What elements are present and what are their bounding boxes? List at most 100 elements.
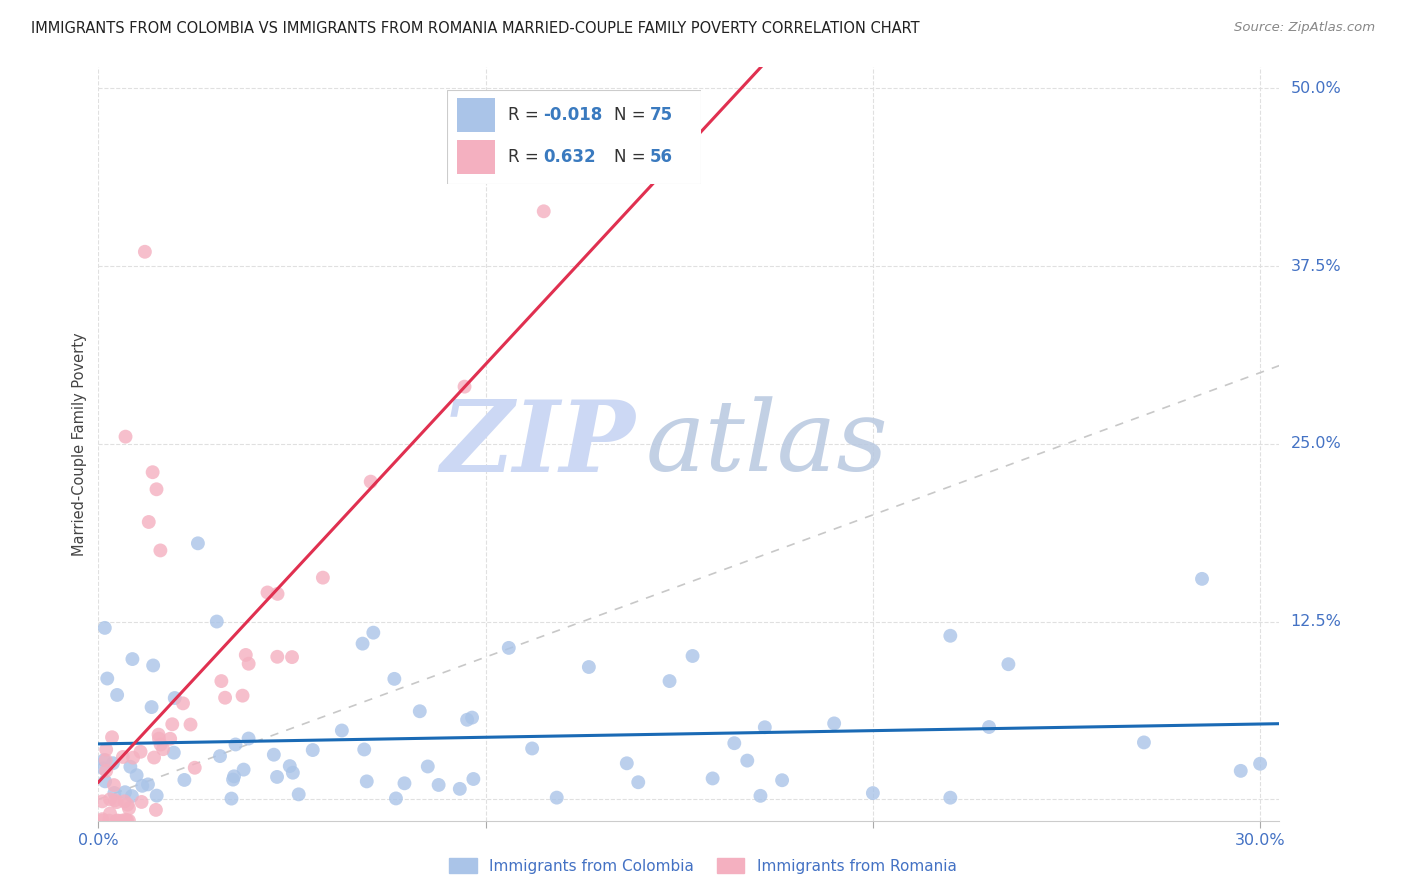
Point — [360, 475, 382, 489]
Point — [98, 806, 121, 821]
Point — [149, 738, 172, 752]
Point — [1249, 756, 1271, 771]
Point — [129, 745, 152, 759]
Point — [96, 742, 118, 756]
Point — [256, 585, 278, 599]
Point — [125, 768, 148, 782]
Point — [977, 720, 1000, 734]
Text: 12.5%: 12.5% — [1291, 614, 1341, 629]
Point — [453, 379, 475, 393]
Text: IMMIGRANTS FROM COLOMBIA VS IMMIGRANTS FROM ROMANIA MARRIED-COUPLE FAMILY POVERT: IMMIGRANTS FROM COLOMBIA VS IMMIGRANTS F… — [31, 21, 920, 37]
Point — [142, 465, 165, 479]
Point — [416, 759, 439, 773]
Point — [120, 760, 142, 774]
Point — [427, 778, 450, 792]
Point — [136, 777, 159, 791]
Point — [385, 791, 408, 805]
Point — [94, 753, 117, 767]
Point — [93, 753, 115, 767]
Point — [498, 640, 520, 655]
Point — [208, 749, 231, 764]
Point — [105, 688, 128, 702]
Point — [145, 803, 167, 817]
Point — [163, 691, 186, 706]
Point — [179, 717, 201, 731]
Point — [101, 731, 124, 745]
Point — [461, 710, 484, 724]
Text: ZIP: ZIP — [441, 395, 636, 492]
Point — [101, 756, 124, 771]
Point — [118, 801, 141, 815]
Point — [862, 786, 884, 800]
Point — [209, 674, 232, 689]
Point — [91, 794, 114, 808]
Point — [749, 789, 772, 803]
Point — [117, 797, 139, 812]
Point — [330, 723, 353, 738]
Point — [121, 652, 143, 666]
Point — [682, 648, 704, 663]
Point — [702, 772, 724, 786]
Point — [148, 728, 170, 742]
Point — [121, 789, 143, 803]
Point — [616, 756, 638, 771]
Point — [770, 773, 793, 788]
Point — [149, 543, 172, 558]
Point — [134, 244, 156, 259]
Point — [409, 704, 432, 718]
Point — [658, 674, 681, 689]
Point — [107, 814, 129, 828]
Point — [145, 483, 167, 497]
Text: atlas: atlas — [645, 396, 889, 491]
Point — [823, 716, 845, 731]
Point — [456, 713, 478, 727]
Point — [627, 775, 650, 789]
Point — [111, 750, 134, 764]
Point — [353, 742, 375, 756]
Point — [143, 750, 166, 764]
Point — [281, 765, 304, 780]
Point — [449, 781, 471, 796]
Point — [939, 790, 962, 805]
Point — [173, 772, 195, 787]
Point — [1191, 572, 1213, 586]
Point — [104, 793, 127, 807]
Y-axis label: Married-Couple Family Poverty: Married-Couple Family Poverty — [72, 332, 87, 556]
Text: 37.5%: 37.5% — [1291, 259, 1341, 274]
Point — [266, 587, 288, 601]
Point — [238, 731, 260, 746]
Point — [94, 621, 117, 635]
Point — [118, 814, 141, 828]
Point — [546, 790, 568, 805]
Point — [356, 774, 378, 789]
Point — [222, 772, 245, 787]
Point — [114, 813, 136, 827]
Point — [131, 779, 153, 793]
Point — [266, 649, 288, 664]
Point — [723, 736, 745, 750]
Point — [735, 754, 758, 768]
Point — [159, 731, 181, 746]
Point — [287, 788, 309, 802]
Point — [96, 672, 118, 686]
Point — [578, 660, 600, 674]
Legend: Immigrants from Colombia, Immigrants from Romania: Immigrants from Colombia, Immigrants fro… — [443, 852, 963, 880]
Point — [131, 795, 153, 809]
Point — [939, 629, 962, 643]
Point — [352, 637, 374, 651]
Text: 25.0%: 25.0% — [1291, 436, 1341, 451]
Point — [114, 794, 136, 808]
Point — [232, 689, 254, 703]
Point — [115, 814, 138, 828]
Point — [122, 750, 145, 764]
Point — [96, 764, 118, 778]
Point — [301, 743, 323, 757]
Text: Source: ZipAtlas.com: Source: ZipAtlas.com — [1234, 21, 1375, 35]
Point — [205, 615, 228, 629]
Point — [221, 791, 243, 805]
Point — [142, 658, 165, 673]
Point — [91, 761, 114, 775]
Point — [145, 789, 167, 803]
Point — [94, 774, 117, 789]
Point — [463, 772, 485, 786]
